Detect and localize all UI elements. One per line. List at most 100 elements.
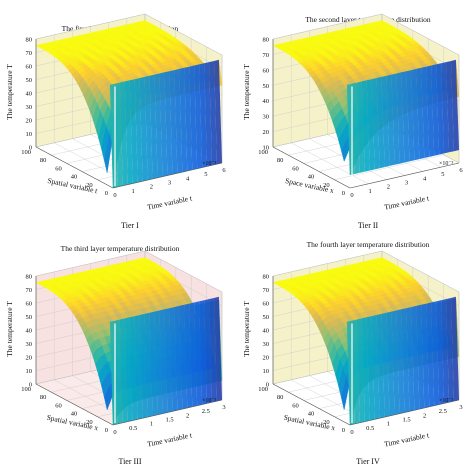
x-exponent-label: ×10⁻³ (202, 398, 217, 404)
x-tick-label: 0.5 (366, 425, 374, 432)
axes (35, 39, 223, 189)
x-tick-label: 6 (222, 167, 226, 174)
z-tick-label: 70 (26, 287, 33, 294)
depth-tick-label: 60 (292, 402, 299, 409)
z-tick-label: 80 (263, 37, 270, 44)
z-tick-label: 70 (26, 50, 33, 57)
x-exponent-label: ×10⁻³ (202, 161, 217, 167)
z-tick-label: 60 (26, 64, 33, 71)
x-tick-label: 3 (222, 404, 225, 411)
surface-plunge-edge (109, 296, 222, 425)
z-tick-label: 70 (263, 52, 270, 59)
z-tick-label: 0 (29, 145, 32, 152)
axes (272, 39, 460, 189)
x-tick-label: 2.5 (202, 408, 210, 415)
x-tick-label: 1 (369, 188, 372, 195)
x-axis-label: Time variable t (383, 430, 430, 448)
z-tick-label: 50 (263, 83, 270, 90)
z-tick-label: 40 (263, 328, 270, 335)
depth-tick-label: 0 (342, 427, 345, 434)
z-tick-label: 30 (263, 341, 270, 348)
x-tick-label: 0 (350, 192, 353, 199)
x-tick-label: 1.5 (165, 417, 173, 424)
depth-tick-label: 0 (105, 190, 108, 197)
depth-tick-label: 20 (323, 419, 330, 426)
z-tick-label: 30 (26, 341, 33, 348)
surface-plunge-edge (346, 296, 459, 425)
axes (272, 276, 460, 426)
axes (35, 276, 223, 426)
x-tick-label: 3 (405, 180, 408, 187)
z-tick-label: 0 (29, 382, 32, 389)
x-tick-label: 5 (441, 171, 444, 178)
depth-tick-label: 0 (342, 190, 345, 197)
z-tick-label: 60 (263, 67, 270, 74)
z-axis-label: The temperature T (5, 301, 14, 357)
x-axis-label: Time variable t (383, 193, 430, 211)
x-tick-label: 1.5 (402, 417, 410, 424)
x-tick-label: 4 (423, 175, 427, 182)
z-axis-label: The temperature T (242, 301, 251, 357)
z-axis-label: The temperature T (242, 64, 251, 120)
z-tick-label: 70 (263, 287, 270, 294)
x-tick-label: 0.5 (129, 425, 137, 432)
depth-tick-label: 80 (40, 394, 47, 401)
z-tick-label: 20 (26, 118, 33, 125)
z-tick-label: 40 (26, 328, 33, 335)
z-tick-label: 30 (263, 114, 270, 121)
z-axis-label: The temperature T (5, 64, 14, 120)
x-tick-label: 1 (132, 188, 135, 195)
z-tick-label: 20 (263, 355, 270, 362)
x-tick-label: 5 (204, 171, 207, 178)
x-tick-label: 2.5 (439, 408, 447, 415)
panel-caption: Tier I (121, 221, 139, 230)
x-tick-label: 2 (150, 184, 153, 191)
depth-tick-label: 80 (40, 157, 47, 164)
depth-tick-label: 60 (55, 402, 62, 409)
x-axis-label: Time variable t (146, 193, 193, 211)
x-tick-label: 2 (186, 412, 189, 419)
panel-tier2: The second layer temperature distributio… (242, 13, 463, 230)
depth-tick-label: 40 (308, 174, 315, 181)
z-tick-label: 60 (26, 301, 33, 308)
z-tick-label: 50 (263, 314, 270, 321)
depth-tick-label: 40 (308, 411, 315, 418)
depth-tick-label: 100 (258, 149, 268, 156)
depth-tick-label: 100 (258, 386, 268, 393)
depth-tick-label: 100 (21, 386, 31, 393)
panel-tier3: The third layer temperature distribution… (5, 244, 226, 466)
z-tick-label: 60 (263, 301, 270, 308)
panel-title: The fourth layer temperature distributio… (307, 240, 430, 249)
z-tick-label: 20 (26, 355, 33, 362)
z-tick-label: 40 (263, 98, 270, 105)
panel-title: The third layer temperature distribution (61, 244, 180, 253)
panel-caption: Tier II (358, 221, 379, 230)
x-tick-label: 3 (459, 404, 462, 411)
z-tick-label: 50 (26, 77, 33, 84)
x-tick-label: 4 (186, 175, 190, 182)
x-tick-label: 6 (459, 167, 463, 174)
x-exponent-label: ×10⁻³ (439, 161, 454, 167)
panel-tier4: The fourth layer temperature distributio… (242, 240, 463, 466)
x-tick-label: 1 (150, 421, 153, 428)
z-tick-label: 10 (263, 145, 270, 152)
x-tick-label: 3 (168, 180, 171, 187)
z-tick-label: 20 (263, 129, 270, 136)
depth-tick-label: 20 (86, 419, 93, 426)
z-tick-label: 10 (26, 131, 33, 138)
depth-tick-label: 40 (71, 411, 78, 418)
z-tick-label: 40 (26, 91, 33, 98)
depth-tick-label: 60 (292, 165, 299, 172)
depth-tick-label: 20 (323, 182, 330, 189)
panel-tier1: The first layer temperature distribution… (5, 13, 226, 230)
depth-tick-label: 80 (277, 394, 284, 401)
depth-tick-label: 0 (105, 427, 108, 434)
z-tick-label: 10 (263, 368, 270, 375)
z-tick-label: 30 (26, 104, 33, 111)
x-tick-label: 1 (387, 421, 390, 428)
z-tick-label: 80 (263, 274, 270, 281)
depth-tick-label: 20 (86, 182, 93, 189)
depth-tick-label: 100 (21, 149, 31, 156)
x-axis-label: Time variable t (146, 430, 193, 448)
